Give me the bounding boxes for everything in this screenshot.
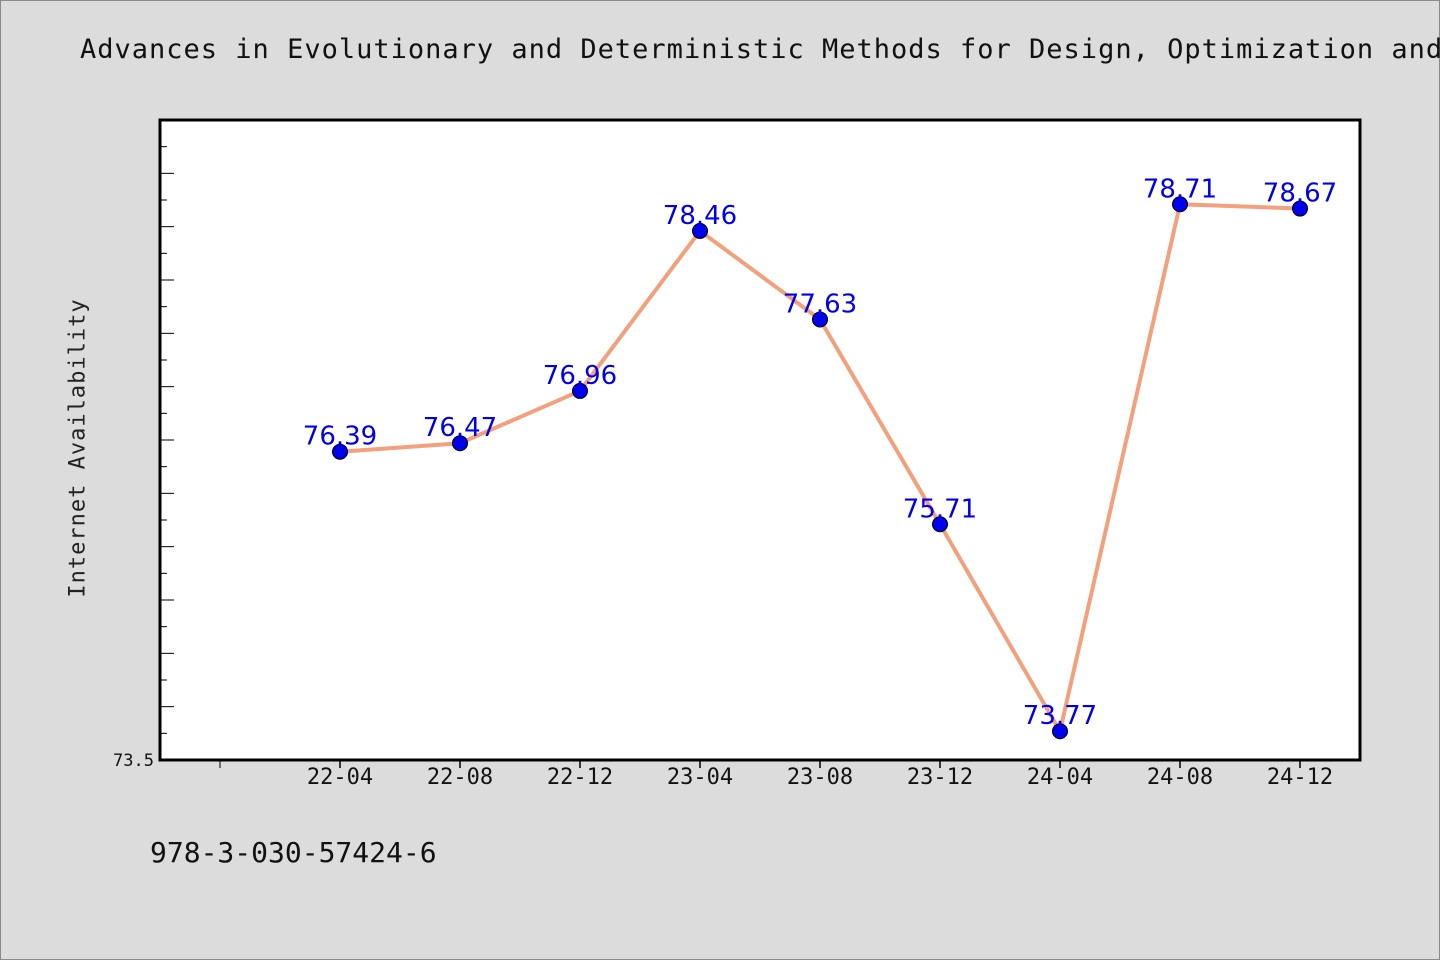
- x-tick-label: 22-04: [307, 765, 373, 790]
- data-label: 76.39: [303, 422, 377, 452]
- data-label: 78.71: [1143, 174, 1217, 204]
- data-label: 75.71: [903, 494, 977, 524]
- data-point: [452, 435, 468, 452]
- data-point: [332, 443, 348, 460]
- data-point: [1052, 723, 1068, 740]
- data-point: [1292, 200, 1308, 217]
- x-tick-label: 23-08: [787, 765, 853, 790]
- x-tick-label: 22-12: [547, 765, 613, 790]
- x-tick-label: 24-12: [1267, 765, 1333, 790]
- data-label: 77.63: [783, 289, 857, 319]
- x-axis-ticks: 22-04 22-08 22-12 23-04 23-08 23-12 24-04 24-08…: [219, 760, 1333, 790]
- data-point: [932, 516, 948, 533]
- data-label: 76.96: [543, 361, 617, 391]
- x-tick-label: 24-04: [1027, 765, 1093, 790]
- chart-title: Advances in Evolutionary and Determinist…: [80, 34, 1440, 65]
- x-tick-label: 23-12: [907, 765, 973, 790]
- data-point: [692, 222, 708, 239]
- plot-area: [158, 118, 1362, 762]
- data-label: 73.77: [1023, 701, 1097, 731]
- data-label: 78.46: [663, 201, 737, 231]
- x-tick-label: 23-04: [667, 765, 733, 790]
- y-axis-ticks: 73.5: [113, 146, 174, 771]
- x-tick-label: 24-08: [1147, 765, 1213, 790]
- x-tick-label: 22-08: [427, 765, 493, 790]
- data-label: 76.47: [423, 413, 497, 443]
- isbn-footer: 978-3-030-57424-6: [150, 836, 437, 869]
- data-point: [1172, 196, 1188, 213]
- data-point: [812, 311, 828, 328]
- data-label: 78.67: [1263, 179, 1337, 209]
- y-tick-label: 73.5: [113, 751, 154, 771]
- data-point: [572, 382, 588, 399]
- data-labels: 76.39 76.47 76.96 78.46 77.63 75.71 73.77 78.71…: [303, 174, 1337, 731]
- series-group: [332, 196, 1308, 740]
